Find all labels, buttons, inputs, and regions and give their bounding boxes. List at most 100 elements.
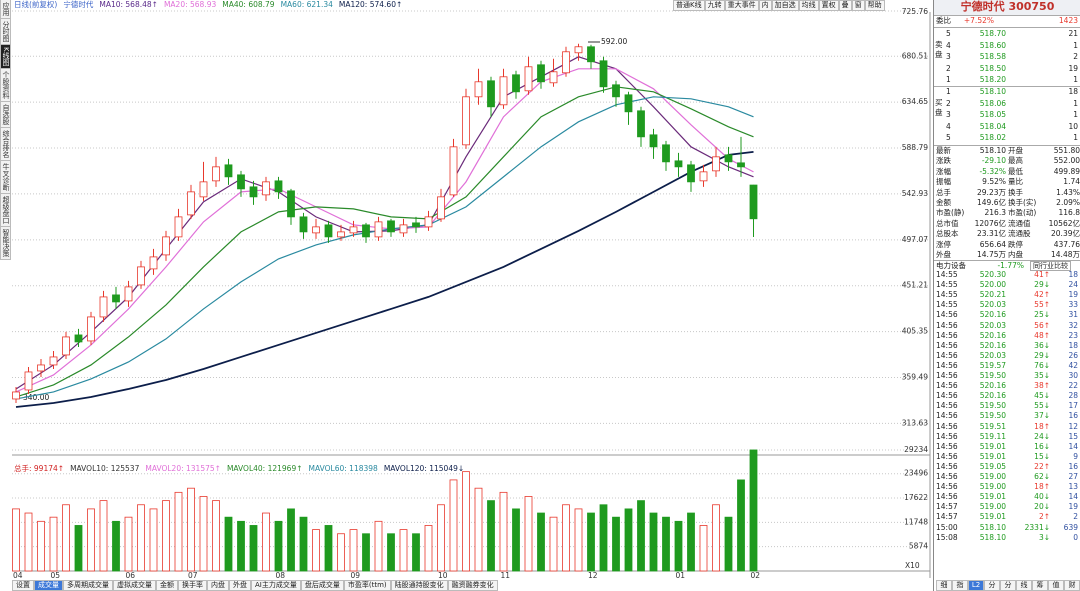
tick-time: 14:57 [936, 512, 958, 522]
cell: 656.64 [979, 239, 1006, 249]
toolbar-button[interactable]: 九转 [704, 0, 725, 11]
tick-count: 18 [1068, 340, 1078, 350]
panel-tab[interactable]: L2 [968, 580, 984, 591]
indicator-tab[interactable]: 市盈率(ttm) [343, 580, 391, 591]
tick-time: 14:55 [936, 290, 958, 300]
tick-count: 27 [1068, 472, 1078, 481]
toolbar-button[interactable]: 重大事件 [724, 0, 759, 11]
indicator-tab[interactable]: 盘后成交量 [300, 580, 344, 591]
indicator-tab[interactable]: 陆股通持股变化 [390, 580, 448, 591]
indicator-tab[interactable]: 融资融券变化 [447, 580, 498, 591]
panel-tab[interactable]: 财 [1064, 580, 1080, 591]
toolbar-button[interactable]: 叠 [838, 0, 852, 11]
side-label: 买盘 [935, 98, 943, 117]
tick-volume: 18↑ [1034, 421, 1050, 431]
tick-volume: 18↑ [1034, 482, 1050, 492]
legend-item: MA60: 621.34 [281, 0, 334, 9]
toolbar-button[interactable]: 普通K线 [673, 0, 705, 11]
tick-time: 14:56 [936, 441, 958, 451]
cell: 518.50 [979, 63, 1006, 73]
volume-bar [437, 504, 445, 572]
toolbar-button[interactable]: 内 [758, 0, 772, 11]
indicator-tab[interactable]: 成交量 [34, 580, 63, 591]
panel-tab[interactable]: 指 [952, 580, 968, 591]
candle-body [512, 74, 520, 93]
panel-tab[interactable]: 筹 [1032, 580, 1048, 591]
indicator-tab[interactable]: 虚拟成交量 [113, 580, 156, 591]
cell: 委比 [936, 16, 951, 25]
volume-bar [637, 500, 645, 572]
separator [934, 86, 1080, 87]
panel-tab[interactable]: 分 [1000, 580, 1016, 591]
indicator-tab[interactable]: 外盘 [229, 580, 251, 591]
legend-item: MA40: 608.79 [222, 0, 275, 9]
cell: 内盘 [1008, 250, 1023, 259]
compare-button[interactable]: 同行业比较 [1030, 261, 1071, 271]
side-tab[interactable]: 超级盘口 [0, 193, 11, 227]
side-tab[interactable]: 综合排名 [0, 127, 11, 161]
indicator-tab[interactable]: AI主力成交量 [251, 580, 301, 591]
volume-bar [362, 533, 370, 572]
toolbar-button[interactable]: 帮助 [864, 0, 885, 11]
quote-panel: 宁德时代 300750 委比 +7.52% 1423 卖盘 买盘 5 518.70 21 4 518… [933, 0, 1080, 591]
tick-count: 0 [1073, 532, 1078, 542]
tick-volume: 2↑ [1038, 512, 1050, 522]
indicator-tab[interactable]: 换手率 [178, 580, 207, 591]
tick-count: 22 [1068, 381, 1078, 391]
candle-body [62, 336, 70, 356]
toolbar-button[interactable]: 置权 [818, 0, 839, 11]
indicator-tab[interactable]: 内盘 [207, 580, 229, 591]
indicator-tab[interactable]: 设置 [12, 580, 34, 591]
cell: 2 [1073, 52, 1078, 61]
toolbar-button[interactable]: 加自选 [771, 0, 799, 11]
volume-bar [262, 512, 270, 572]
tick-time: 14:56 [936, 360, 958, 370]
side-tab[interactable]: 分时图 [0, 19, 11, 45]
tick-count: 19 [1068, 290, 1078, 300]
tick-price: 519.01 [979, 512, 1006, 522]
tick-volume: 29↓ [1034, 280, 1050, 290]
side-tab[interactable]: K线图 [0, 45, 11, 69]
side-tab[interactable]: 应用 [0, 0, 11, 19]
cell: 437.76 [1053, 239, 1080, 249]
side-label: 卖盘 [935, 40, 943, 59]
cell: 外盘 [936, 250, 951, 259]
tick-volume: 25↓ [1034, 310, 1050, 320]
panel-tab[interactable]: 值 [1048, 580, 1064, 591]
cell: 116.8 [1058, 208, 1080, 218]
x-tick-label: 05 [51, 571, 61, 580]
side-tab[interactable]: 个股资料 [0, 68, 11, 102]
volume-bar [399, 529, 408, 572]
cell: 19 [1068, 63, 1078, 73]
panel-tab[interactable]: 线 [1016, 580, 1032, 591]
cell: 499.89 [1053, 166, 1080, 176]
tick-volume: 55↓ [1034, 401, 1050, 411]
tick-volume: 2331↓ [1024, 522, 1050, 532]
panel-tab[interactable]: 细 [936, 580, 952, 591]
toolbar-button[interactable]: 窗 [851, 0, 865, 11]
volume-bar [137, 504, 145, 572]
panel-tab[interactable]: 分 [984, 580, 1000, 591]
side-tab[interactable]: 智能决策 [0, 226, 11, 260]
cell: 518.58 [979, 52, 1006, 61]
tick-count: 32 [1068, 320, 1078, 330]
candle-body [24, 371, 33, 391]
candle-body [487, 80, 495, 108]
indicator-tab[interactable]: 金额 [156, 580, 178, 591]
candle-body [462, 96, 470, 146]
volume-legend-item: MAVOL60: 118398 [309, 464, 379, 473]
toolbar-button[interactable]: 均线 [798, 0, 819, 11]
tick-count: 15 [1068, 431, 1078, 441]
cell: 1 [1073, 133, 1078, 142]
indicator-tab[interactable]: 多周期成交量 [63, 580, 113, 591]
y-tick-label: 5874 [909, 542, 928, 551]
ma-line [15, 96, 754, 400]
side-tab[interactable]: 牛叉诊断 [0, 160, 11, 194]
cell: 4 [946, 40, 951, 50]
tick-volume: 29↓ [1034, 350, 1050, 360]
x-tick-label: 11 [501, 571, 511, 580]
tick-volume: 40↓ [1034, 492, 1050, 502]
side-tab[interactable]: 自选股 [0, 101, 11, 128]
candle-body [362, 224, 370, 238]
candle-body [474, 81, 483, 98]
